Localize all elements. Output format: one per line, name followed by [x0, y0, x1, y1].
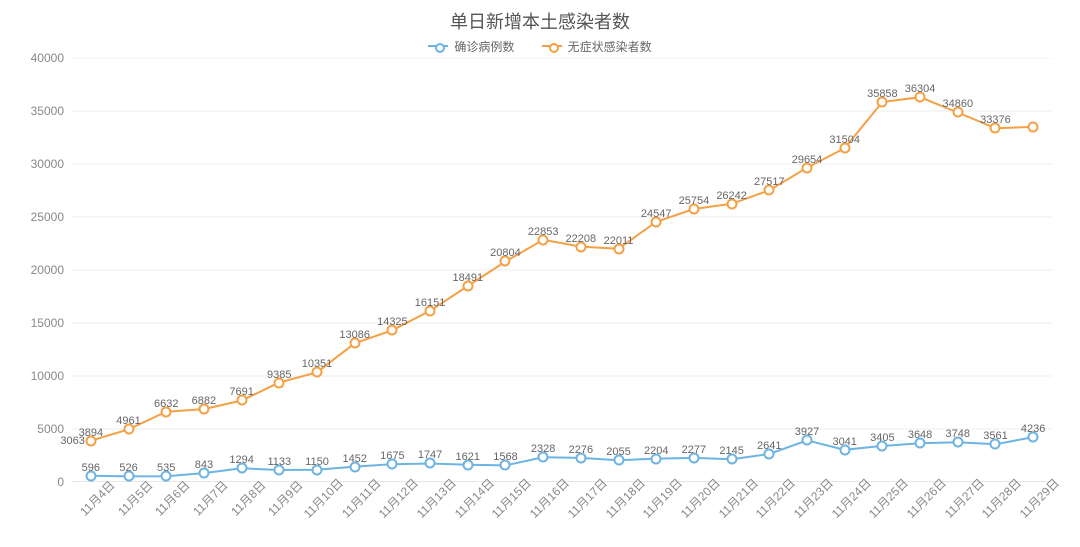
- data-label-asymptomatic: 6882: [192, 395, 216, 407]
- y-axis-tick-label: 5000: [4, 422, 64, 436]
- data-label-asymptomatic: 7691: [229, 387, 253, 399]
- x-axis-tick-label: 11月7日: [189, 477, 232, 520]
- legend-item-asymptomatic: 无症状感染者数: [542, 38, 652, 55]
- y-axis-tick-label: 0: [4, 475, 64, 489]
- data-label-asymptomatic: 34860: [942, 99, 973, 111]
- data-label-asymptomatic: 22011: [604, 235, 634, 247]
- data-label-confirmed: 3405: [870, 432, 894, 444]
- data-label-confirmed: 1568: [493, 452, 517, 464]
- chart-container: 单日新增本土感染者数 确诊病例数 无症状感染者数 0 5000 10000 15000…: [0, 0, 1080, 547]
- data-label-asymptomatic: 4961: [116, 416, 140, 428]
- y-axis-tick-label: 20000: [4, 263, 64, 277]
- data-label-asymptomatic: 31504: [829, 134, 860, 146]
- legend-swatch-asymptomatic: [542, 45, 562, 47]
- data-label-asymptomatic: 27517: [754, 177, 785, 189]
- data-label-asymptomatic: 13086: [339, 329, 370, 341]
- data-label-confirmed: 2277: [682, 444, 706, 456]
- chart-svg: [72, 58, 1052, 482]
- data-label-confirmed: 2276: [569, 444, 593, 456]
- y-axis-tick-label: 10000: [4, 369, 64, 383]
- x-axis-tick-label: 11月4日: [76, 477, 119, 520]
- data-label-confirmed: 3561: [983, 430, 1007, 442]
- data-label-asymptomatic: 25754: [679, 195, 710, 207]
- data-label-confirmed: 2641: [757, 440, 781, 452]
- data-label-asymptomatic: 24547: [641, 208, 672, 220]
- y-axis-tick-label: 40000: [4, 51, 64, 65]
- data-label-asymptomatic: 16151: [415, 297, 446, 309]
- x-axis-tick-label: 11月9日: [264, 477, 307, 520]
- data-label-asymptomatic: 9385: [267, 369, 291, 381]
- data-point-asymptomatic: [1028, 121, 1039, 132]
- y-axis-tick-label: 15000: [4, 316, 64, 330]
- data-label-asymptomatic: 22208: [566, 233, 597, 245]
- data-label-confirmed: 1133: [267, 456, 291, 468]
- data-label-confirmed: 2055: [606, 446, 630, 458]
- data-label-asymptomatic: 33376: [980, 114, 1011, 126]
- data-label-confirmed: 535: [157, 463, 175, 475]
- data-label-confirmed: 4236: [1021, 423, 1045, 435]
- data-label-asymptomatic: 35858: [867, 88, 898, 100]
- data-label-asymptomatic: 36304: [905, 83, 936, 95]
- data-label-confirmed: 596: [82, 462, 100, 474]
- data-label-confirmed: 526: [119, 463, 137, 475]
- legend-label-asymptomatic: 无症状感染者数: [568, 38, 652, 55]
- plot-area: [72, 58, 1052, 482]
- data-label-confirmed: 3648: [908, 430, 932, 442]
- data-label-confirmed: 2328: [531, 444, 555, 456]
- data-label-asymptomatic: 29654: [792, 154, 823, 166]
- data-label-confirmed: 3041: [832, 436, 856, 448]
- data-label-confirmed: 1452: [342, 453, 366, 465]
- data-label-asymptomatic: 20804: [490, 248, 521, 260]
- data-label-confirmed: 2204: [644, 445, 668, 457]
- chart-title: 单日新增本土感染者数: [0, 8, 1080, 34]
- data-label-confirmed: 1621: [456, 451, 480, 463]
- data-label-asymptomatic: 22853: [528, 226, 559, 238]
- y-axis-tick-label: 35000: [4, 104, 64, 118]
- data-label-confirmed: 2145: [719, 445, 743, 457]
- data-label-asymptomatic: 14325: [377, 316, 408, 328]
- data-label-confirmed: 3927: [795, 427, 819, 439]
- y-axis-tick-label: 30000: [4, 157, 64, 171]
- data-label-asymptomatic: 10351: [302, 358, 333, 370]
- x-axis-tick-label: 11月6日: [151, 477, 194, 520]
- data-label-confirmed: 1294: [229, 454, 253, 466]
- data-label-confirmed: 1675: [380, 450, 404, 462]
- data-label-confirmed: 3748: [946, 428, 970, 440]
- data-label-confirmed: 1747: [418, 450, 442, 462]
- data-label-confirmed: 843: [195, 459, 213, 471]
- y-axis-tick-label: 25000: [4, 210, 64, 224]
- x-axis-tick-label: 11月8日: [226, 477, 269, 520]
- data-label-asymptomatic: 6632: [154, 398, 178, 410]
- data-label-asymptomatic: 18491: [452, 272, 483, 284]
- legend-swatch-confirmed: [428, 45, 448, 47]
- data-label-asymptomatic: 3894: [79, 427, 103, 439]
- data-label-asymptomatic: 26242: [716, 190, 747, 202]
- chart-legend: 确诊病例数 无症状感染者数: [0, 36, 1080, 55]
- legend-label-confirmed: 确诊病例数: [454, 38, 514, 55]
- legend-item-confirmed: 确诊病例数: [428, 38, 514, 55]
- x-axis-tick-label: 11月5日: [113, 477, 156, 520]
- data-label-confirmed: 1150: [305, 456, 329, 468]
